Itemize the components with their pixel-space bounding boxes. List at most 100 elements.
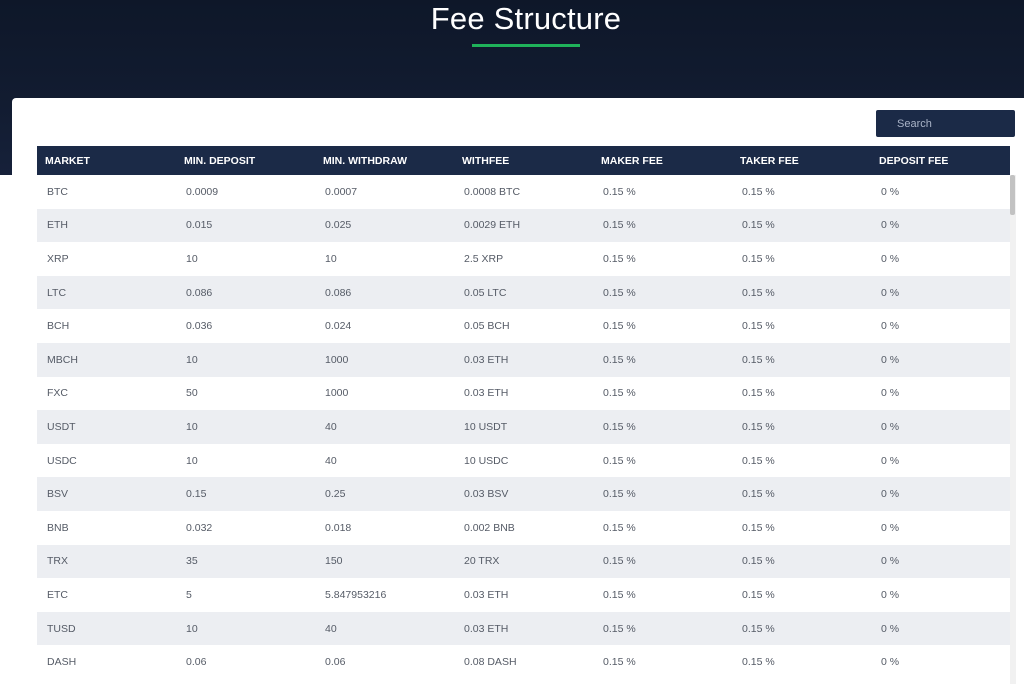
cell-maker-fee: 0.15 %	[603, 656, 636, 669]
column-header-taker-fee: TAKER FEE	[740, 154, 799, 167]
cell-withfee: 0.03 ETH	[464, 588, 509, 601]
cell-min-withdraw: 40	[325, 420, 337, 433]
cell-deposit-fee: 0 %	[881, 555, 900, 568]
cell-maker-fee: 0.15 %	[603, 286, 636, 299]
cell-deposit-fee: 0 %	[881, 420, 900, 433]
cell-taker-fee: 0.15 %	[742, 656, 775, 669]
cell-withfee: 0.05 BCH	[464, 320, 510, 333]
cell-taker-fee: 0.15 %	[742, 286, 775, 299]
fee-table: MARKET MIN. DEPOSIT MIN. WITHDRAW WITHFEE MA…	[37, 146, 1010, 679]
cell-min-deposit: 0.036	[186, 320, 213, 333]
cell-min-withdraw: 0.25	[325, 488, 346, 501]
column-header-min-deposit: MIN. DEPOSIT	[184, 154, 256, 167]
cell-min-withdraw: 0.025	[325, 219, 352, 232]
cell-min-withdraw: 40	[325, 622, 337, 635]
cell-market: XRP	[47, 252, 69, 265]
table-row: XRP 10 10 2.5 XRP 0.15 % 0.15 % 0 %	[37, 242, 1010, 276]
table-header-row: MARKET MIN. DEPOSIT MIN. WITHDRAW WITHFEE MA…	[37, 146, 1010, 175]
cell-min-deposit: 0.15	[186, 488, 207, 501]
cell-market: FXC	[47, 387, 68, 400]
cell-maker-fee: 0.15 %	[603, 488, 636, 501]
cell-market: BNB	[47, 521, 69, 534]
table-row: BCH 0.036 0.024 0.05 BCH 0.15 % 0.15 % 0 %	[37, 309, 1010, 343]
cell-taker-fee: 0.15 %	[742, 521, 775, 534]
cell-withfee: 2.5 XRP	[464, 252, 504, 265]
fee-table-container[interactable]: MARKET MIN. DEPOSIT MIN. WITHDRAW WITHFEE MA…	[37, 146, 1016, 684]
cell-withfee: 0.0008 BTC	[464, 185, 521, 198]
cell-taker-fee: 0.15 %	[742, 622, 775, 635]
fee-table-card	[12, 98, 1024, 688]
cell-min-deposit: 0.032	[186, 521, 213, 534]
cell-min-withdraw: 150	[325, 555, 343, 568]
cell-withfee: 0.08 DASH	[464, 656, 517, 669]
search-input[interactable]	[876, 110, 1015, 137]
table-row: ETC 5 5.847953216 0.03 ETH 0.15 % 0.15 % 0 %	[37, 578, 1010, 612]
table-row: ETH 0.015 0.025 0.0029 ETH 0.15 % 0.15 % 0 %	[37, 208, 1010, 243]
cell-market: TRX	[47, 555, 68, 568]
cell-taker-fee: 0.15 %	[742, 488, 775, 501]
table-row: DASH 0.06 0.06 0.08 DASH 0.15 % 0.15 % 0 %	[37, 645, 1010, 679]
cell-min-withdraw: 0.0007	[325, 185, 358, 198]
cell-market: USDT	[47, 420, 76, 433]
cell-min-deposit: 50	[186, 387, 198, 400]
cell-maker-fee: 0.15 %	[603, 588, 636, 601]
cell-min-withdraw: 1000	[325, 353, 349, 366]
cell-deposit-fee: 0 %	[881, 286, 900, 299]
cell-market: ETH	[47, 219, 68, 232]
cell-maker-fee: 0.15 %	[603, 521, 636, 534]
cell-taker-fee: 0.15 %	[742, 353, 775, 366]
cell-taker-fee: 0.15 %	[742, 252, 775, 265]
table-row: LTC 0.086 0.086 0.05 LTC 0.15 % 0.15 % 0 %	[37, 275, 1010, 310]
cell-min-withdraw: 1000	[325, 387, 349, 400]
cell-taker-fee: 0.15 %	[742, 454, 775, 467]
cell-maker-fee: 0.15 %	[603, 219, 636, 232]
cell-min-withdraw: 5.847953216	[325, 588, 387, 601]
table-scrollbar-thumb[interactable]	[1010, 175, 1015, 215]
cell-withfee: 0.03 ETH	[464, 387, 509, 400]
cell-market: LTC	[47, 286, 67, 299]
cell-min-withdraw: 0.06	[325, 656, 346, 669]
cell-market: DASH	[47, 656, 77, 669]
cell-taker-fee: 0.15 %	[742, 219, 775, 232]
cell-deposit-fee: 0 %	[881, 320, 900, 333]
cell-min-deposit: 5	[186, 588, 192, 601]
cell-maker-fee: 0.15 %	[603, 555, 636, 568]
cell-withfee: 10 USDT	[464, 420, 508, 433]
column-header-maker-fee: MAKER FEE	[601, 154, 663, 167]
cell-taker-fee: 0.15 %	[742, 555, 775, 568]
cell-maker-fee: 0.15 %	[603, 252, 636, 265]
column-header-deposit-fee: DEPOSIT FEE	[879, 154, 949, 167]
cell-min-deposit: 10	[186, 252, 198, 265]
cell-deposit-fee: 0 %	[881, 488, 900, 501]
cell-taker-fee: 0.15 %	[742, 185, 775, 198]
cell-withfee: 10 USDC	[464, 454, 509, 467]
cell-withfee: 20 TRX	[464, 555, 500, 568]
table-body: BTC 0.0009 0.0007 0.0008 BTC 0.15 % 0.15 % 0 %…	[37, 175, 1010, 679]
cell-deposit-fee: 0 %	[881, 185, 900, 198]
cell-market: ETC	[47, 588, 68, 601]
cell-min-withdraw: 40	[325, 454, 337, 467]
cell-deposit-fee: 0 %	[881, 588, 900, 601]
cell-withfee: 0.0029 ETH	[464, 219, 521, 232]
cell-taker-fee: 0.15 %	[742, 320, 775, 333]
cell-deposit-fee: 0 %	[881, 353, 900, 366]
cell-min-deposit: 10	[186, 454, 198, 467]
cell-maker-fee: 0.15 %	[603, 454, 636, 467]
cell-market: MBCH	[47, 353, 78, 366]
cell-min-deposit: 10	[186, 353, 198, 366]
cell-withfee: 0.03 ETH	[464, 622, 509, 635]
cell-min-deposit: 0.0009	[186, 185, 219, 198]
cell-min-withdraw: 0.018	[325, 521, 352, 534]
cell-deposit-fee: 0 %	[881, 622, 900, 635]
column-header-withfee: WITHFEE	[462, 154, 510, 167]
cell-maker-fee: 0.15 %	[603, 387, 636, 400]
cell-taker-fee: 0.15 %	[742, 420, 775, 433]
cell-taker-fee: 0.15 %	[742, 387, 775, 400]
cell-market: TUSD	[47, 622, 76, 635]
cell-min-deposit: 0.06	[186, 656, 207, 669]
table-row: USDT 10 40 10 USDT 0.15 % 0.15 % 0 %	[37, 410, 1010, 444]
column-header-market: MARKET	[45, 154, 90, 167]
cell-deposit-fee: 0 %	[881, 454, 900, 467]
table-scrollbar-track[interactable]	[1010, 175, 1016, 684]
cell-min-deposit: 0.015	[186, 219, 213, 232]
